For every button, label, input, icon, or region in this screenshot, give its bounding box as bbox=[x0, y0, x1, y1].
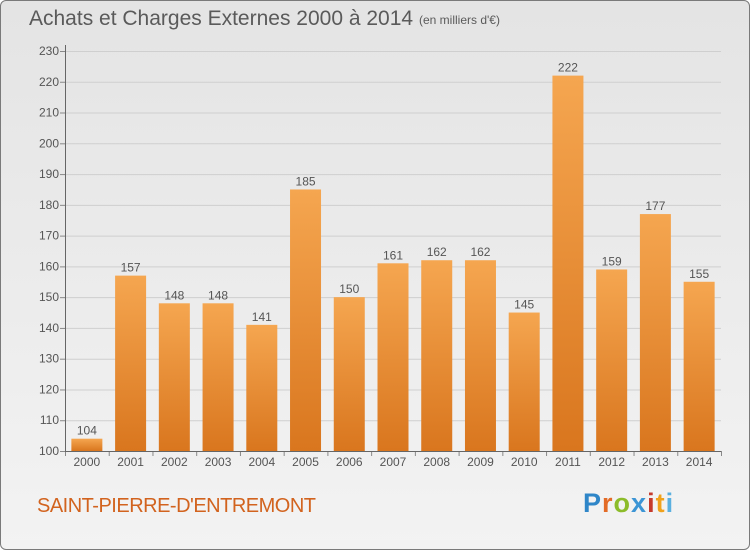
y-tick-label: 110 bbox=[40, 413, 59, 427]
y-tick-label: 120 bbox=[39, 382, 59, 396]
bar-2004 bbox=[246, 324, 278, 451]
data-label-2010: 145 bbox=[514, 298, 534, 312]
data-label-2000: 104 bbox=[77, 424, 97, 438]
labels: 100 110 120 130 140 150 160 170 180 190 200 210 220 2… bbox=[39, 44, 713, 469]
bar-2013 bbox=[639, 214, 671, 451]
y-tick-label: 150 bbox=[39, 290, 59, 304]
y-tick-label: 160 bbox=[39, 259, 59, 273]
bar-2001 bbox=[115, 275, 147, 451]
data-label-2009: 162 bbox=[470, 245, 490, 259]
data-label-2008: 162 bbox=[427, 245, 447, 259]
y-tick-label: 190 bbox=[39, 167, 59, 181]
x-tick-label-2005: 2005 bbox=[292, 455, 319, 469]
data-label-2004: 141 bbox=[252, 310, 272, 324]
commune-name: SAINT-PIERRE-D'ENTREMONT bbox=[37, 495, 316, 517]
data-label-2014: 155 bbox=[689, 267, 709, 281]
x-tick-label-2009: 2009 bbox=[467, 455, 494, 469]
bar-2000 bbox=[71, 438, 103, 451]
bar-2006 bbox=[333, 297, 365, 451]
bar-2012 bbox=[596, 269, 628, 451]
bars bbox=[71, 75, 715, 451]
data-label-2002: 148 bbox=[164, 288, 184, 302]
logo-letter: P bbox=[583, 488, 603, 518]
proxiti-logo[interactable]: Proxiti bbox=[583, 488, 674, 519]
y-tick-label: 230 bbox=[39, 44, 59, 58]
y-tick-label: 180 bbox=[39, 198, 59, 212]
bar-2003 bbox=[202, 303, 234, 451]
x-tick-label-2000: 2000 bbox=[74, 455, 101, 469]
chart-unit: (en milliers d'€) bbox=[419, 13, 500, 27]
x-tick-label-2012: 2012 bbox=[598, 455, 625, 469]
data-label-2011: 222 bbox=[558, 61, 578, 75]
y-tick-label: 220 bbox=[39, 75, 59, 89]
bar-2011 bbox=[552, 75, 584, 451]
y-tick-label: 200 bbox=[39, 136, 59, 150]
data-label-2013: 177 bbox=[645, 199, 665, 213]
x-tick-label-2006: 2006 bbox=[336, 455, 363, 469]
bar-2010 bbox=[508, 312, 540, 451]
data-label-2001: 157 bbox=[121, 261, 141, 275]
chart-title: Achats et Charges Externes 2000 à 2014 bbox=[29, 7, 414, 30]
y-tick-label: 210 bbox=[39, 106, 59, 120]
bar-2008 bbox=[421, 260, 453, 451]
data-label-2006: 150 bbox=[339, 282, 359, 296]
x-tick-label-2002: 2002 bbox=[161, 455, 188, 469]
logo-letter: o bbox=[613, 488, 632, 518]
logo-letter: t bbox=[655, 488, 666, 518]
logo-letter: i bbox=[647, 488, 656, 518]
x-tick-label-2013: 2013 bbox=[642, 455, 669, 469]
x-tick-label-2001: 2001 bbox=[117, 455, 144, 469]
axes bbox=[60, 45, 722, 456]
logo-letter: i bbox=[665, 488, 675, 518]
data-label-2012: 159 bbox=[602, 254, 622, 268]
logo-letter: r bbox=[602, 488, 614, 518]
x-tick-label-2014: 2014 bbox=[686, 455, 713, 469]
x-tick-label-2004: 2004 bbox=[248, 455, 275, 469]
data-label-2005: 185 bbox=[296, 174, 316, 188]
x-tick-label-2007: 2007 bbox=[380, 455, 407, 469]
y-tick-label: 100 bbox=[39, 444, 59, 458]
x-tick-label-2010: 2010 bbox=[511, 455, 538, 469]
bar-2007 bbox=[377, 263, 409, 451]
x-tick-label-2011: 2011 bbox=[555, 455, 581, 469]
x-tick-label-2008: 2008 bbox=[423, 455, 450, 469]
y-tick-label: 170 bbox=[39, 229, 59, 243]
bar-2005 bbox=[290, 189, 322, 451]
data-label-2003: 148 bbox=[208, 288, 228, 302]
logo-letter: x bbox=[631, 488, 648, 518]
bar-2014 bbox=[683, 281, 715, 451]
data-label-2007: 161 bbox=[383, 248, 403, 262]
y-tick-label: 140 bbox=[39, 321, 59, 335]
y-tick-label: 130 bbox=[39, 352, 59, 366]
bar-2009 bbox=[464, 260, 496, 451]
x-tick-label-2003: 2003 bbox=[205, 455, 232, 469]
bar-2002 bbox=[158, 303, 190, 451]
